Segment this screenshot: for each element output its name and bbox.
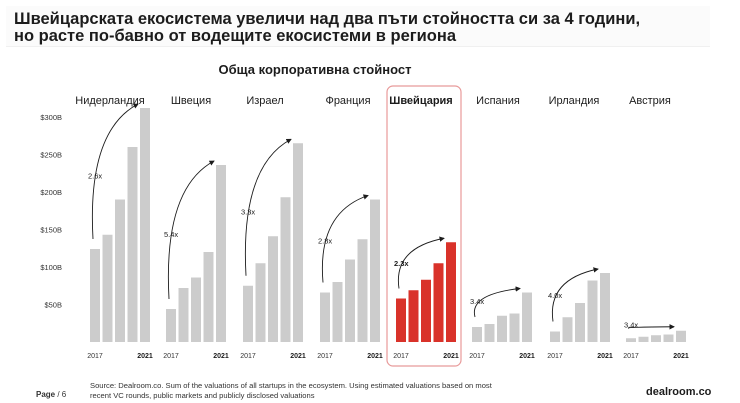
bar <box>663 334 674 342</box>
source-note: Source: Dealroom.co. Sum of the valuatio… <box>90 381 492 400</box>
y-tick-label: $100B <box>40 263 62 272</box>
year-label-end: 2021 <box>443 353 459 360</box>
year-label-start: 2017 <box>87 353 103 360</box>
bar <box>522 292 532 342</box>
bar <box>421 279 431 342</box>
y-tick-label: $250B <box>40 151 62 160</box>
bar <box>178 288 189 342</box>
growth-label: 3.4x <box>470 297 484 306</box>
year-label-start: 2017 <box>317 353 333 360</box>
growth-arrow <box>91 103 139 240</box>
year-label-start: 2017 <box>469 353 485 360</box>
bar <box>243 285 253 342</box>
dealroom-logo: dealroom.co <box>646 386 712 398</box>
bar <box>166 309 176 342</box>
highlight-box <box>386 85 462 367</box>
bar <box>102 234 113 342</box>
bar <box>255 263 266 342</box>
year-label-end: 2021 <box>519 353 535 360</box>
bar <box>203 252 214 342</box>
growth-label: 3.4x <box>624 321 638 330</box>
year-label-start: 2017 <box>163 353 179 360</box>
bar <box>550 331 560 342</box>
chart-title: Обща корпоративна стойност <box>218 62 412 77</box>
growth-arrow <box>551 267 599 322</box>
bar <box>357 239 368 342</box>
bar <box>268 236 278 342</box>
page-title-line-2: но расте по-бавно от водещите екосистеми… <box>14 27 457 45</box>
country-label: Нидерландия <box>75 95 145 107</box>
page-label: Page <box>36 390 56 399</box>
growth-label: 5.4x <box>164 230 178 239</box>
bar <box>293 143 303 342</box>
bar <box>408 290 419 342</box>
growth-arrow <box>167 160 215 300</box>
bar <box>676 330 686 342</box>
year-label-start: 2017 <box>393 353 409 360</box>
country-label: Швейцария <box>389 95 452 107</box>
bar <box>127 147 138 342</box>
growth-label: 4.0x <box>548 291 562 300</box>
bar <box>216 165 226 342</box>
bar <box>140 108 150 342</box>
year-label-end: 2021 <box>213 353 229 360</box>
growth-arrow <box>397 236 445 289</box>
growth-label: 2.6x <box>88 171 102 180</box>
year-label-end: 2021 <box>290 353 306 360</box>
page-indicator: Page / 6 <box>36 390 66 399</box>
bar <box>115 199 125 342</box>
bar <box>280 197 291 342</box>
year-label-start: 2017 <box>240 353 256 360</box>
country-label: Израел <box>246 95 283 107</box>
bar <box>370 199 380 342</box>
y-tick-label: $200B <box>40 188 62 197</box>
country-label: Ирландия <box>549 95 600 107</box>
bar <box>509 313 520 342</box>
bar <box>332 282 343 342</box>
bar <box>446 242 456 342</box>
year-label-start: 2017 <box>547 353 563 360</box>
growth-arrow <box>473 286 521 318</box>
bar <box>345 259 355 342</box>
country-label: Австрия <box>629 95 671 107</box>
bar <box>90 249 100 342</box>
page-number: / 6 <box>57 390 67 399</box>
bar <box>562 317 573 342</box>
growth-arrow <box>627 324 675 330</box>
growth-label: 3.3x <box>241 207 255 216</box>
country-label: Франция <box>325 95 370 107</box>
bar <box>472 327 482 342</box>
year-label-end: 2021 <box>367 353 383 360</box>
footer <box>0 372 740 403</box>
y-tick-label: $50B <box>44 301 62 310</box>
bar <box>651 335 661 342</box>
y-tick-label: $150B <box>40 226 62 235</box>
bar <box>396 298 406 342</box>
title-banner: Швейцарската екосистема увеличи над два … <box>6 6 710 47</box>
bar <box>484 324 495 342</box>
bar <box>320 292 330 342</box>
y-tick-label: $300B <box>40 113 62 122</box>
growth-label: 2.3x <box>394 259 409 268</box>
year-label-end: 2021 <box>137 353 153 360</box>
bar <box>433 263 444 342</box>
bar <box>497 315 507 342</box>
country-label: Испания <box>476 95 520 107</box>
bar <box>587 280 598 342</box>
bar <box>626 338 636 342</box>
country-label: Швеция <box>171 95 211 107</box>
page-title-line-1: Швейцарската екосистема увеличи над два … <box>14 10 641 28</box>
bar <box>191 277 201 342</box>
bar <box>600 273 610 342</box>
year-label-start: 2017 <box>623 353 639 360</box>
year-label-end: 2021 <box>673 353 689 360</box>
bar <box>638 336 649 342</box>
year-label-end: 2021 <box>597 353 613 360</box>
growth-arrow <box>321 194 369 283</box>
bar <box>575 303 585 342</box>
growth-arrow <box>244 138 292 276</box>
growth-label: 2.8x <box>318 236 332 245</box>
